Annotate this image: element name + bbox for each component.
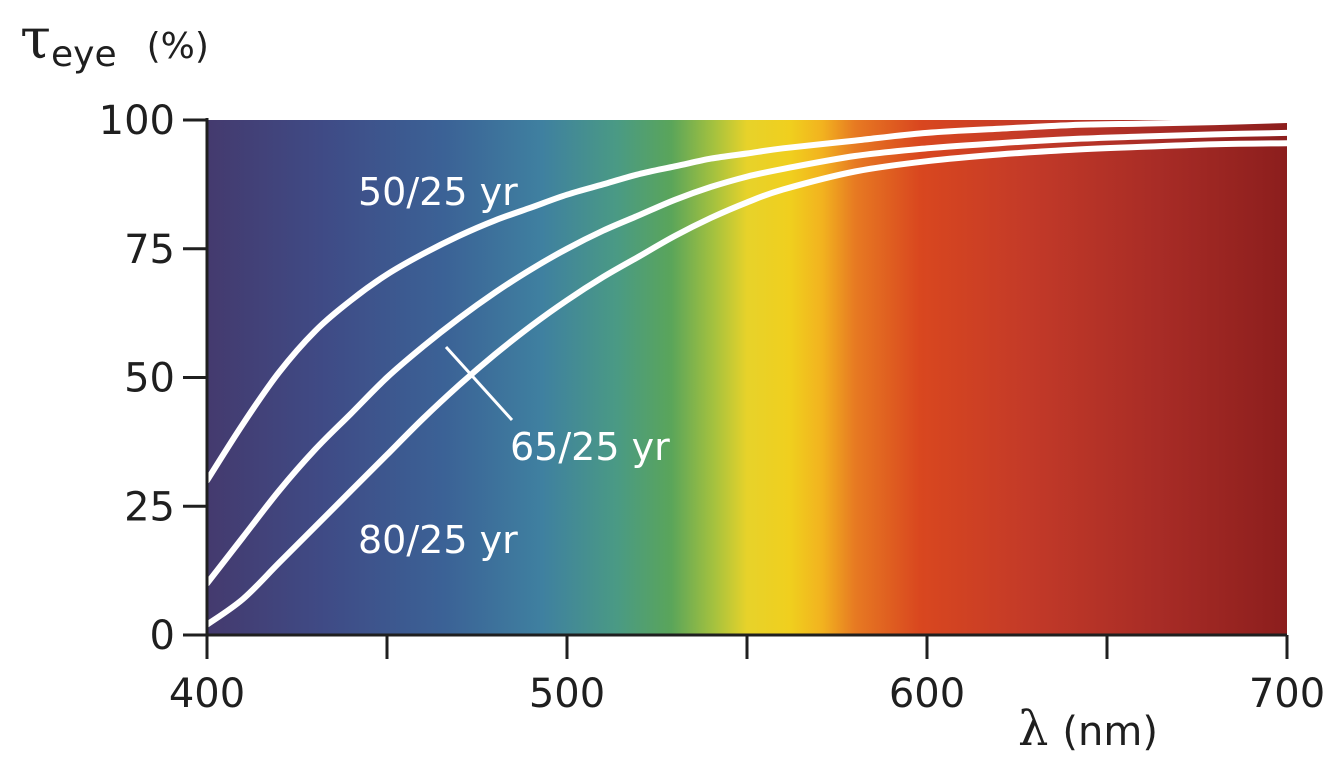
series-line-65-25 bbox=[204, 129, 1290, 587]
series-label-65-25: 65/25 yr bbox=[510, 425, 670, 469]
x-tick-label: 500 bbox=[529, 671, 605, 717]
series-line-80-25 bbox=[204, 140, 1290, 628]
curves-group bbox=[204, 117, 1290, 628]
y-axis-symbol: τ bbox=[20, 7, 51, 72]
x-tick-label: 700 bbox=[1249, 671, 1325, 717]
y-axis-subscript: eye bbox=[51, 34, 117, 75]
series-label-50-25: 50/25 yr bbox=[358, 170, 518, 214]
x-tick-label: 600 bbox=[889, 671, 965, 717]
series-label-80-25: 80/25 yr bbox=[358, 518, 518, 562]
annotation-leader-line bbox=[444, 345, 514, 422]
x-axis-title: λ (nm) bbox=[1018, 701, 1158, 757]
y-axis-title: τeye (%) bbox=[20, 7, 209, 75]
y-tick-label: 75 bbox=[124, 227, 175, 273]
y-tick-label: 100 bbox=[99, 98, 175, 144]
x-axis-unit: (nm) bbox=[1062, 709, 1158, 755]
y-tick-label: 0 bbox=[150, 613, 175, 659]
x-ticks-group: 400 500 600 700 bbox=[169, 635, 1325, 717]
y-tick-label: 25 bbox=[124, 484, 175, 530]
y-tick-label: 50 bbox=[124, 356, 175, 402]
y-axis-unit: (%) bbox=[147, 26, 209, 67]
x-axis-symbol: λ bbox=[1018, 701, 1048, 757]
x-tick-label: 400 bbox=[169, 671, 245, 717]
y-ticks-group: 0 25 50 75 100 bbox=[99, 98, 207, 659]
series-line-50-25 bbox=[204, 117, 1290, 484]
